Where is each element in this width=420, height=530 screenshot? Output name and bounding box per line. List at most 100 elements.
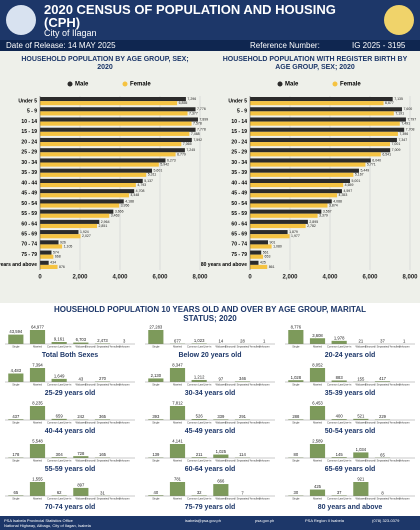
y-tick-label: 75 - 79	[231, 252, 247, 258]
bar	[51, 457, 67, 458]
value-label: 7,797	[407, 117, 416, 121]
y-tick-label: 10 - 14	[231, 119, 247, 125]
bar	[250, 158, 371, 163]
value-label: 6,855	[179, 101, 188, 105]
category-label: Unknown	[399, 497, 410, 501]
bar	[51, 418, 67, 420]
category-label: Common Law/Live-in	[327, 345, 352, 349]
value-label: 5,167	[355, 173, 364, 177]
value-label: 883	[336, 375, 344, 380]
category-label: Married	[313, 421, 322, 425]
category-label: Unknown	[259, 383, 270, 387]
legend-label: Female	[130, 82, 151, 88]
value-label: 304	[56, 452, 64, 457]
value-label: 7,708	[406, 128, 415, 132]
footer: PSA Isabela Provincial Statistics Office…	[0, 516, 420, 530]
value-label: 7,394	[32, 363, 43, 368]
bar	[40, 219, 100, 224]
bar	[169, 482, 186, 496]
value-label: 365	[99, 414, 107, 419]
y-tick-label: 60 - 64	[231, 221, 247, 227]
bar	[51, 378, 67, 382]
bar	[40, 209, 114, 214]
panel-title: 50-54 years old	[325, 428, 376, 435]
value-label: 3,956	[121, 203, 130, 207]
category-label: Married	[313, 497, 322, 501]
legend-swatch	[332, 81, 338, 87]
bar	[73, 487, 89, 496]
category-label: Unknown	[119, 497, 130, 501]
category-label: Unknown	[259, 421, 270, 425]
value-label: 7,245	[186, 148, 195, 152]
panel-title: 70-74 years old	[45, 504, 96, 511]
bar	[40, 158, 166, 163]
category-label: Widowed	[75, 383, 86, 387]
value-label: 2,027	[82, 234, 91, 238]
value-label: 2,473	[97, 338, 108, 343]
y-tick-label: 50 - 54	[21, 201, 37, 207]
y-tick-label: 35 - 39	[21, 170, 37, 176]
value-label: 521	[357, 413, 365, 418]
x-tick-label: 6,000	[362, 275, 378, 281]
bar	[250, 230, 288, 235]
bar	[250, 240, 269, 245]
bar	[73, 456, 89, 458]
category-label: Divorced/ Separated/ Annulled	[85, 459, 121, 463]
bar	[40, 244, 63, 249]
panel-title: Below 20 years old	[178, 352, 241, 359]
category-label: Widowed	[75, 421, 86, 425]
category-label: Widowed	[215, 421, 226, 425]
category-label: Common Law/Live-in	[187, 383, 212, 387]
bar	[213, 419, 229, 420]
bar	[374, 381, 391, 382]
bar	[148, 378, 164, 382]
bar	[29, 444, 46, 458]
value-label: 27,283	[149, 325, 162, 330]
bar	[51, 342, 67, 344]
value-label: 7,135	[394, 97, 403, 101]
bar	[250, 111, 394, 116]
value-label: 2,895	[309, 220, 318, 224]
category-label: Single	[152, 497, 160, 501]
category-label: Married	[33, 383, 42, 387]
chart-title: HOUSEHOLD POPULATION BY AGE GROUP, SEX; …	[21, 56, 189, 71]
value-label: 40	[153, 490, 158, 495]
bar	[250, 162, 366, 167]
value-label: 7,899	[199, 117, 208, 121]
category-label: Married	[33, 421, 42, 425]
value-label: 7,776	[197, 107, 206, 111]
panel-title: 55-59 years old	[45, 466, 96, 473]
value-label: 37	[380, 339, 385, 344]
bar	[353, 452, 369, 458]
category-label: Common Law/Live-in	[187, 421, 212, 425]
bar	[94, 343, 111, 344]
bar	[94, 419, 111, 420]
value-label: 3,379	[319, 214, 328, 218]
y-tick-label: 45 - 49	[21, 191, 37, 197]
category-label: Divorced/ Separated/ Annulled	[85, 497, 121, 501]
category-label: Single	[292, 497, 300, 501]
x-tick-label: 8,000	[192, 275, 208, 281]
legend-label: Male	[285, 82, 299, 88]
value-label: 178	[12, 452, 20, 457]
value-label: 1,555	[32, 477, 43, 482]
panel-title: 35-39 years old	[325, 390, 376, 397]
category-label: Common Law/Live-in	[47, 459, 72, 463]
y-tick-label: 25 - 29	[231, 150, 247, 156]
bar	[331, 340, 347, 344]
y-tick-label: 55 - 59	[21, 211, 37, 217]
chart: 0 2,000 4,000 6,000 8,000 Male Female Under 5 7,…	[0, 81, 418, 511]
category-label: Unknown	[399, 383, 410, 387]
panel-title: 75-79 years old	[185, 504, 236, 511]
value-label: 926	[60, 240, 66, 244]
value-label: 339	[217, 414, 225, 419]
category-label: Married	[173, 421, 182, 425]
bar	[288, 330, 304, 344]
bar	[191, 419, 207, 420]
category-label: Divorced/ Separated/ Annulled	[225, 383, 261, 387]
address: National Highway, Alibagu, City of Ilaga…	[4, 523, 91, 528]
value-label: 270	[99, 376, 107, 381]
category-label: Divorced/ Separated/ Annulled	[365, 459, 401, 463]
category-label: Single	[12, 459, 20, 463]
value-label: 5,548	[32, 439, 43, 444]
